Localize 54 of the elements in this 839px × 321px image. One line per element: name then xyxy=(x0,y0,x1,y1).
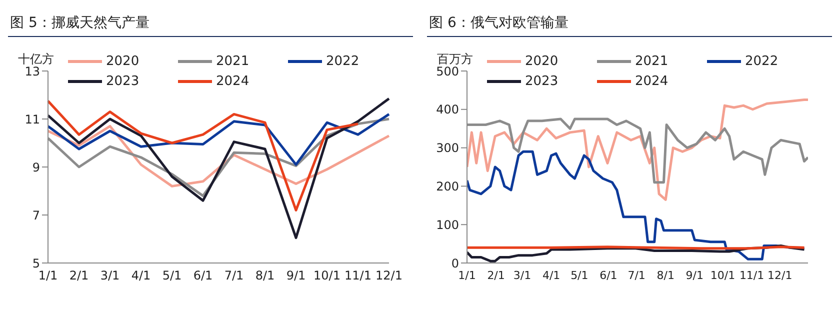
y-tick-label: 11 xyxy=(24,112,40,126)
y-tick-label: 400 xyxy=(436,102,459,117)
line-series xyxy=(46,112,390,166)
legend-label: 2023 xyxy=(106,74,140,88)
x-tick-label: 4/1 xyxy=(542,268,560,282)
x-tick-label: 10/1 xyxy=(710,268,736,282)
y-axis-title: 百万方 xyxy=(437,51,473,66)
x-tick-label: 11/1 xyxy=(344,268,372,283)
x-tick-label: 8/1 xyxy=(656,268,674,282)
legend-label: 2021 xyxy=(635,54,668,68)
legend-label: 2022 xyxy=(745,54,778,68)
x-tick-label: 6/1 xyxy=(193,268,213,283)
x-tick-label: 2/1 xyxy=(487,268,505,282)
chart-title: 图 6：俄气对欧管输量 xyxy=(427,8,832,37)
x-tick-label: 5/1 xyxy=(162,268,182,283)
line-series xyxy=(46,100,360,212)
y-tick-label: 0 xyxy=(451,256,459,270)
x-tick-label: 10/1 xyxy=(314,268,340,283)
legend-label: 2020 xyxy=(106,54,140,68)
y-tick-label: 13 xyxy=(24,64,40,78)
x-tick-label: 4/1 xyxy=(131,268,151,283)
x-tick-label: 12/1 xyxy=(376,268,402,283)
legend-label: 2023 xyxy=(525,74,558,88)
x-tick-label: 3/1 xyxy=(513,268,532,282)
x-tick-label: 11/1 xyxy=(739,268,764,282)
x-tick-label: 9/1 xyxy=(286,268,306,283)
y-tick-label: 500 xyxy=(436,64,459,78)
y-tick-label: 9 xyxy=(32,160,40,174)
x-tick-label: 1/1 xyxy=(458,268,476,282)
x-tick-label: 7/1 xyxy=(224,268,244,283)
line-series xyxy=(467,98,808,201)
y-tick-label: 300 xyxy=(436,141,459,156)
legend-label: 2022 xyxy=(326,54,360,68)
y-tick-label: 100 xyxy=(436,218,459,232)
chart-title: 图 5：挪威天然气产量 xyxy=(8,8,413,37)
legend-label: 2024 xyxy=(635,74,668,88)
y-axis-title: 十亿方 xyxy=(18,51,54,66)
y-tick-label: 5 xyxy=(32,256,40,270)
line-series xyxy=(467,150,806,260)
x-tick-label: 1/1 xyxy=(38,268,58,283)
y-tick-label: 200 xyxy=(436,179,459,194)
x-tick-label: 5/1 xyxy=(570,268,588,282)
x-tick-label: 9/1 xyxy=(686,268,704,282)
x-tick-label: 8/1 xyxy=(255,268,275,283)
x-tick-label: 3/1 xyxy=(100,268,120,283)
x-tick-label: 6/1 xyxy=(600,268,618,282)
legend-label: 2021 xyxy=(216,54,250,68)
x-tick-label: 12/1 xyxy=(768,268,792,282)
x-tick-label: 2/1 xyxy=(69,268,89,283)
legend-label: 2024 xyxy=(216,74,250,88)
x-tick-label: 7/1 xyxy=(628,268,646,282)
legend-label: 2020 xyxy=(525,54,558,68)
y-tick-label: 7 xyxy=(32,208,40,222)
line-series xyxy=(46,97,390,240)
